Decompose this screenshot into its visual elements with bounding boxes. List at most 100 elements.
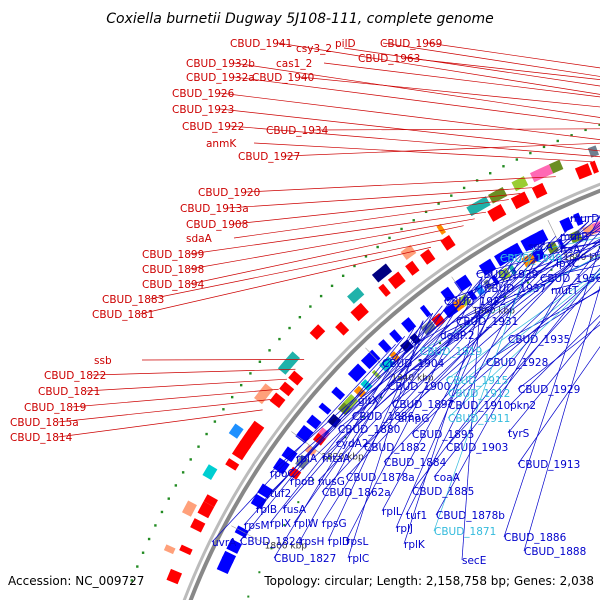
feature-block [488,187,508,204]
inner-gene-label: rpsG [322,518,347,530]
inner-leader-line [397,239,600,419]
gc-dot [376,245,379,249]
inner-gene-label: CBUD_1878a [346,472,415,484]
inner-gene-label: tuf2 [270,488,291,500]
feature-block [546,241,559,255]
inner-leader-line [509,314,600,406]
outer-leader-line [233,199,509,239]
inner-gene-label: CBUD_1895 [412,429,474,441]
forward-gene-mark [269,392,286,409]
outer-gene-label: CBUD_1883 [102,294,164,306]
inner-leader-line [475,240,600,275]
forward-gene-mark [288,370,304,386]
inner-gene-label: rplW [294,518,319,530]
gc-dot [319,294,323,298]
gc-dot [556,139,559,143]
reverse-gene-mark [454,274,473,293]
forward-gene-mark [378,283,391,297]
outer-leader-line [405,57,600,80]
inner-leader-line [433,247,535,532]
gc-dot [249,372,252,375]
reverse-gene-mark [306,414,322,430]
outer-gene-label: CBUD_1913a [180,203,249,215]
reverse-gene-mark [347,363,367,383]
outer-gene-label: sdaA [186,233,213,245]
gc-dot [141,551,145,554]
gc-dot [136,565,139,568]
gc-dot [258,571,261,574]
outer-gene-label: CBUD_1926 [172,88,235,100]
inner-leader-line [403,271,493,545]
outer-leader-line [233,193,521,225]
inner-gene-label: CBUD_1903 [446,442,508,454]
gc-dot [527,281,530,284]
gc-dot [598,123,600,126]
reverse-gene-mark [318,402,332,415]
inner-gene-label: CBUD_1888 [524,546,586,558]
inner-leader-line [363,222,600,448]
inner-gene-label: ftsA [560,244,581,256]
inner-leader-line [503,245,600,538]
gc-dot [288,326,291,330]
feature-block [436,223,447,235]
outer-gene-label: anmK [206,138,237,150]
reverse-gene-mark [221,550,237,564]
inner-gene-label: CBUD_1880 [338,424,400,436]
inner-leader-line [445,277,600,448]
reverse-gene-mark [378,339,392,353]
forward-gene-mark [190,518,206,533]
reverse-gene-mark [360,353,377,370]
forward-gene-mark [510,191,530,210]
outer-gene-label: CBUD_1934 [266,125,329,137]
inner-leader-line [447,273,600,406]
inner-gene-label: CBUD_1956a [540,273,600,285]
gc-dot [412,219,415,222]
reverse-gene-mark [367,349,381,363]
forward-gene-mark [203,494,218,508]
feature-block [202,464,218,481]
forward-gene-mark [166,568,183,585]
inner-gene-label: mutT [551,285,579,297]
gc-dot [437,202,440,205]
inner-gene-label: rplL [382,506,402,518]
gc-dot [181,471,185,474]
kbp-tick [451,276,475,310]
inner-gene-label: CBUD_1911 [448,413,510,425]
inner-leader-line [381,252,524,512]
inner-gene-label: murB [560,231,588,243]
kbp-tick [547,219,566,257]
reverse-gene-mark [401,317,417,333]
inner-gene-label: CBUD_1878b [436,510,505,522]
forward-gene-mark [179,544,193,556]
gc-dot [364,255,368,258]
gc-dot [584,128,587,132]
map-title: Coxiella burnetii Dugway 5J108-111, comp… [106,11,493,27]
outer-leader-line [285,142,600,157]
inner-gene-label: rplC [348,553,369,565]
feature-block [371,263,393,283]
inner-gene-label: CBUD_1929 [518,384,580,396]
gc-dot [550,268,553,271]
gene-label-layer: CBUD_1941 csy3_2 pilD CBUD_1969 CBUD_1963 CBU… [10,38,600,567]
inner-gene-label: rplD [328,536,350,548]
gc-dot [515,158,519,161]
gc-dot [344,436,347,439]
gc-dot [205,432,208,436]
outer-leader-line [299,76,600,108]
inner-gene-label: rpoB [290,476,315,488]
inner-gene-label: rpsL [346,536,368,548]
gc-dot [268,349,271,352]
inner-leader-line [345,277,483,542]
gc-dot [247,595,250,598]
inner-gene-label: murD [570,213,599,225]
inner-gene-label: ampG [398,413,429,425]
inner-leader-line [461,277,483,561]
reverse-gene-mark [559,216,574,233]
inner-leader-line [211,344,396,543]
outer-leader-line [233,62,600,118]
inner-leader-line [269,305,443,524]
inner-leader-line [299,320,424,542]
inner-gene-label: CBUD_1871 [434,526,496,538]
